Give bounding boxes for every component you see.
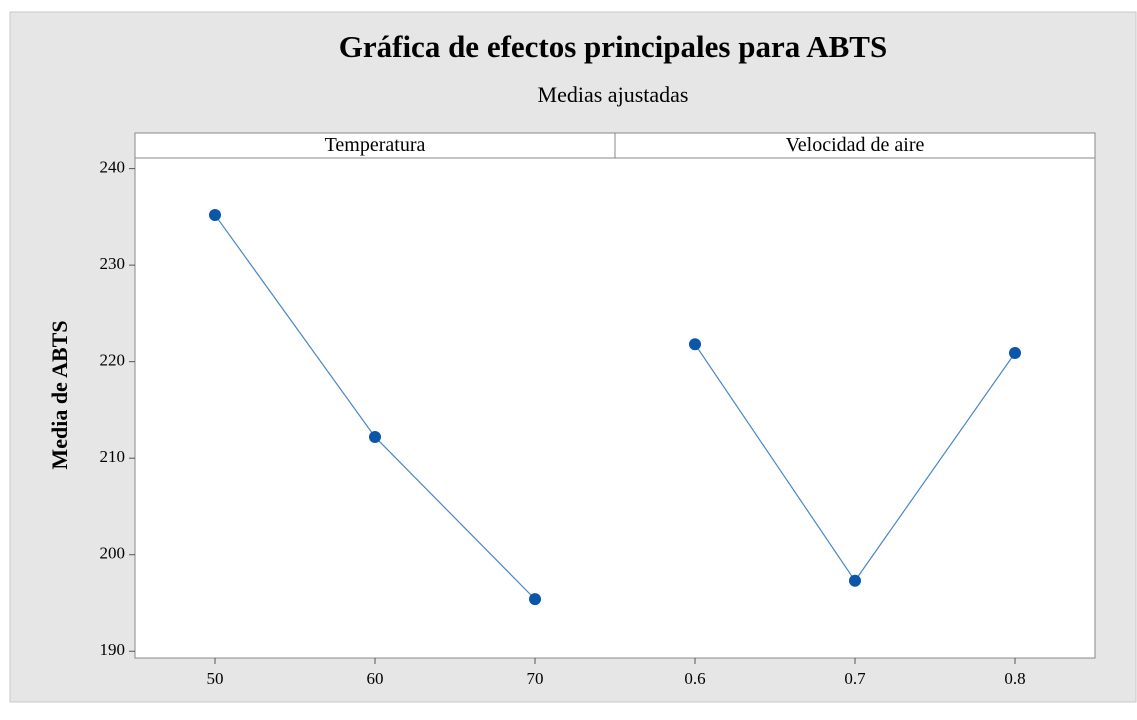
panel-label: Velocidad de aire [786,134,925,156]
x-tick-label: 70 [527,669,544,688]
panel-label: Temperatura [325,134,426,156]
x-tick-label: 0.6 [684,669,705,688]
y-tick-label: 210 [100,447,126,466]
y-tick-label: 240 [100,158,126,177]
point [1009,346,1021,359]
point [209,208,221,221]
x-tick-label: 60 [367,669,384,688]
y-tick-label: 230 [100,254,126,273]
y-tick-label: 200 [100,544,126,563]
point [849,574,861,587]
point [689,338,701,351]
y-axis-label: Media de ABTS [47,320,72,469]
x-tick-label: 0.8 [1004,669,1025,688]
panel-strip [614,132,1096,159]
point [529,593,541,606]
point [369,430,381,443]
y-tick-label: 190 [100,640,126,659]
x-tick-label: 0.7 [844,669,866,688]
plot-area [134,132,1096,659]
y-tick-label: 220 [100,351,126,370]
chart-title: Gráfica de efectos principales para ABTS [339,29,887,64]
chart-subtitle: Medias ajustadas [538,82,689,107]
x-tick-label: 50 [207,669,224,688]
